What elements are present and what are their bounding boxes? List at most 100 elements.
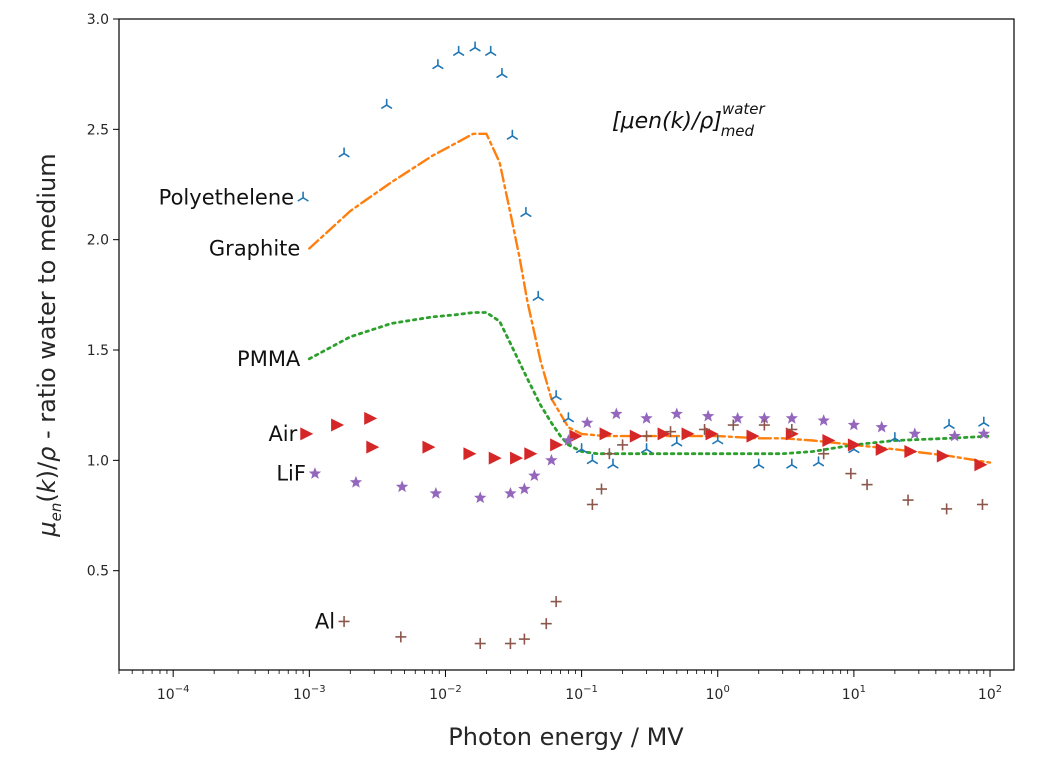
data-point-lif <box>518 482 531 495</box>
data-point-lif <box>701 409 715 422</box>
x-axis: 10−4 10−3 10−2 10−1 100 101 102 <box>118 670 1002 703</box>
header-annotation-base: [μen(k)/ρ] <box>612 109 722 134</box>
x-tick-label: 10−2 <box>429 684 462 703</box>
data-point-lif <box>528 469 541 482</box>
data-point-polyethelene <box>812 456 825 467</box>
data-point-polyethelene <box>889 431 901 443</box>
data-point-polyethelene <box>586 454 598 465</box>
data-point-lif <box>817 414 830 426</box>
series-line-pmma <box>307 311 992 456</box>
data-point-lif <box>562 433 575 446</box>
data-point-lif <box>908 427 921 440</box>
data-point-polyethelene <box>978 416 990 427</box>
data-point-air <box>657 427 671 441</box>
data-point-polyethelene <box>485 45 497 56</box>
data-point-al <box>474 638 486 650</box>
data-point-polyethelene <box>381 98 393 109</box>
x-axis-label: Photon energy / MV <box>448 723 684 751</box>
series-annotations: Polyethelene Graphite PMMA Air LiF Al <box>159 186 335 634</box>
data-point-al <box>665 426 677 438</box>
series-label-graphite: Graphite <box>209 237 300 261</box>
y-tick-label: 2.0 <box>87 233 109 249</box>
x-tick-label: 10−4 <box>157 684 190 703</box>
data-point-air <box>599 427 613 441</box>
data-point-air <box>366 440 380 454</box>
data-point-air <box>875 442 889 456</box>
data-point-al <box>504 638 516 650</box>
data-point-lif <box>977 427 990 440</box>
data-point-al <box>518 633 530 645</box>
data-point-lif <box>948 429 961 442</box>
data-point-al <box>758 419 770 431</box>
header-annotation-sup: water <box>722 100 766 118</box>
data-point-al <box>550 596 562 608</box>
data-point-polyethelene <box>338 147 350 158</box>
data-point-al <box>902 494 914 506</box>
data-point-polyethelene <box>520 206 532 217</box>
y-axis: 0.5 1.0 1.5 2.0 2.5 3.0 <box>87 12 119 580</box>
data-point-al <box>818 448 830 460</box>
data-point-lif <box>731 411 744 424</box>
data-point-al <box>338 615 350 627</box>
data-point-lif <box>640 411 653 424</box>
data-point-al <box>861 479 873 491</box>
data-point-polyethelene <box>550 390 562 401</box>
series-label-lif: LiF <box>276 462 306 486</box>
data-point-al <box>727 419 739 431</box>
data-point-lif <box>349 475 363 488</box>
data-point-air <box>300 427 314 441</box>
data-point-al <box>395 631 407 643</box>
data-point-polyethelene <box>671 436 683 447</box>
data-point-air <box>524 447 538 461</box>
data-point-lif <box>758 411 771 424</box>
y-tick-label: 1.0 <box>87 453 109 469</box>
series-label-pmma: PMMA <box>237 347 301 371</box>
data-point-lif <box>610 407 623 420</box>
y-tick-label: 3.0 <box>87 12 109 28</box>
data-point-polyethelene <box>943 418 955 429</box>
data-point-polyethelene <box>469 41 481 52</box>
data-point-air <box>904 445 918 459</box>
data-point-al <box>641 430 653 442</box>
x-tick-label: 10−1 <box>565 684 598 703</box>
data-point-polyethelene <box>576 443 588 454</box>
data-point-air <box>488 451 502 465</box>
data-point-lif <box>308 467 322 479</box>
data-point-al <box>617 439 629 451</box>
data-point-air <box>510 451 524 465</box>
data-point-al <box>603 448 615 460</box>
data-point-polyethelene <box>506 129 518 140</box>
data-point-air <box>936 449 950 463</box>
data-point-air <box>705 427 719 441</box>
data-point-al <box>595 483 607 495</box>
x-tick-label: 101 <box>842 684 866 703</box>
data-point-lif <box>474 491 487 504</box>
data-point-air <box>974 458 988 472</box>
data-point-polyethelene <box>297 191 309 202</box>
data-point-air <box>681 427 695 441</box>
y-tick-label: 1.5 <box>87 343 109 359</box>
data-point-air <box>629 429 643 443</box>
data-point-lif <box>545 453 558 466</box>
header-annotation-sub: med <box>721 122 755 140</box>
series-markers <box>297 41 990 650</box>
data-point-air <box>822 433 836 447</box>
data-point-polyethelene <box>496 67 508 78</box>
x-tick-label: 102 <box>978 684 1002 703</box>
data-point-al <box>699 423 711 435</box>
data-point-polyethelene <box>753 458 765 469</box>
data-point-al <box>586 498 598 510</box>
data-point-air <box>550 438 564 452</box>
data-point-al <box>845 468 857 480</box>
data-point-air <box>331 418 345 432</box>
x-tick-label: 10−3 <box>293 684 326 703</box>
data-point-air <box>746 429 760 443</box>
series-label-polyethelene: Polyethelene <box>159 186 294 210</box>
series-label-air: Air <box>268 422 297 446</box>
series-lines <box>307 132 992 464</box>
series-line-graphite <box>308 132 992 464</box>
y-tick-label: 2.5 <box>87 122 109 138</box>
data-point-lif <box>504 486 517 499</box>
data-point-polyethelene <box>640 443 653 454</box>
